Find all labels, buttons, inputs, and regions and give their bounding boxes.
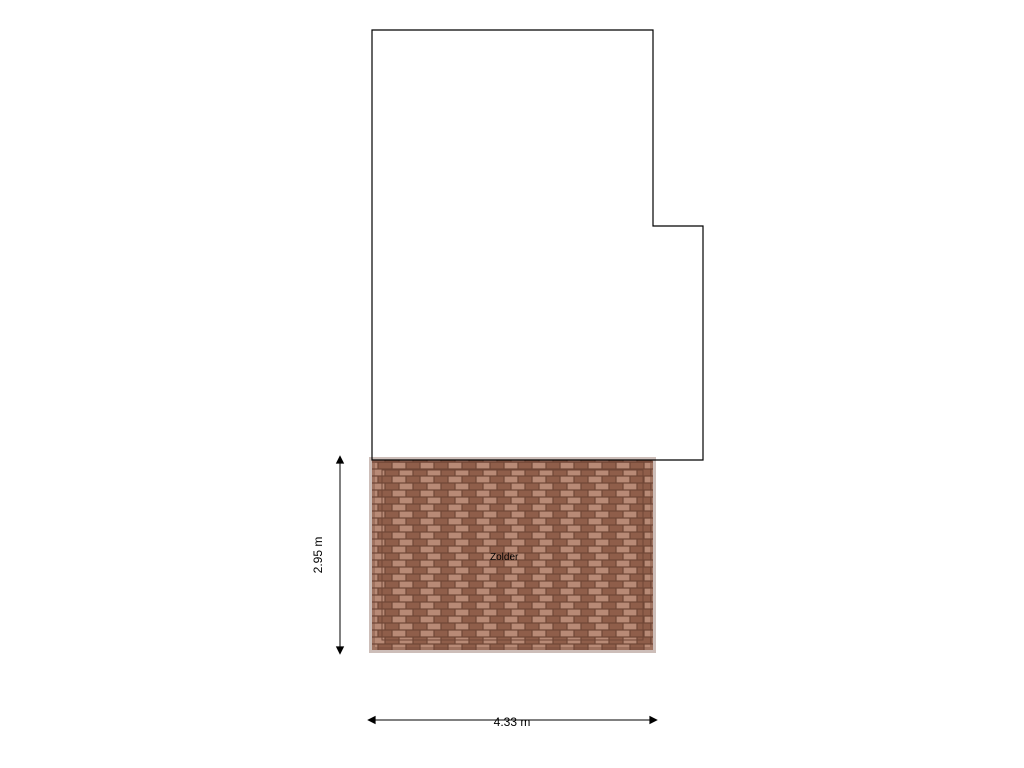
dimension-vertical-label: 2.95 m (311, 537, 325, 574)
room-zolder-label: Zolder (490, 552, 519, 563)
dimension-horizontal-label: 4.33 m (494, 715, 531, 729)
room-zolder: Zolder (372, 460, 653, 650)
